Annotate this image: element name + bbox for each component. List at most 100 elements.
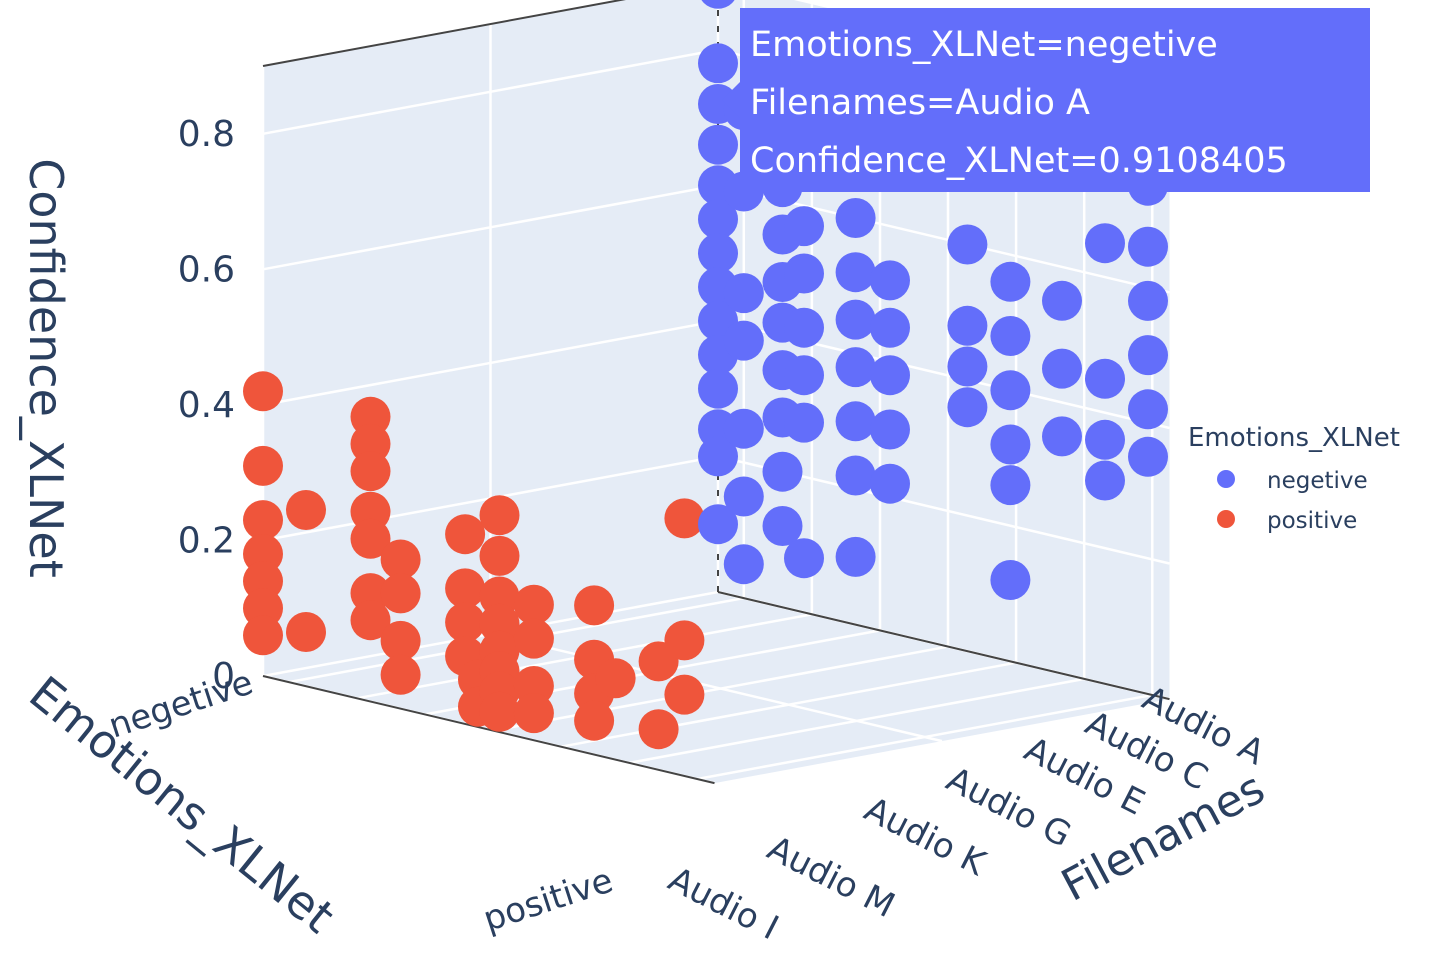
point-negetive-44[interactable]: [835, 401, 876, 442]
point-positive-17[interactable]: [380, 573, 421, 614]
point-positive-34[interactable]: [513, 584, 554, 625]
point-positive-27[interactable]: [479, 535, 520, 576]
point-positive-13[interactable]: [350, 518, 391, 559]
point-negetive-10[interactable]: [698, 368, 738, 409]
legend-label-positive: positive: [1267, 508, 1357, 534]
point-negetive-41[interactable]: [835, 252, 876, 293]
point-negetive-59[interactable]: [990, 370, 1031, 411]
point-negetive-49[interactable]: [870, 355, 910, 396]
z-tick-4: 0.8: [178, 114, 235, 155]
legend-item-positive[interactable]: positive: [1217, 508, 1357, 534]
point-positive-33[interactable]: [479, 691, 520, 732]
point-negetive-69[interactable]: [1085, 460, 1125, 501]
point-negetive-73[interactable]: [1128, 226, 1168, 267]
point-negetive-56[interactable]: [947, 387, 988, 428]
point-negetive-54[interactable]: [947, 305, 988, 346]
point-negetive-17[interactable]: [723, 320, 764, 361]
point-negetive-61[interactable]: [990, 465, 1031, 506]
point-positive-42[interactable]: [595, 658, 636, 699]
point-positive-44[interactable]: [638, 709, 679, 750]
hover-line-emotion: Emotions_XLNet=negetive: [750, 25, 1218, 65]
z-tick-3: 0.6: [178, 249, 235, 290]
point-positive-8[interactable]: [286, 612, 326, 652]
z-tick-1: 0.2: [178, 520, 235, 561]
point-positive-38[interactable]: [574, 585, 615, 626]
point-negetive-74[interactable]: [1128, 280, 1168, 321]
z-tick-0: 0: [212, 656, 235, 697]
point-negetive-76[interactable]: [1128, 389, 1168, 430]
point-negetive-35[interactable]: [784, 307, 824, 348]
point-positive-21[interactable]: [445, 568, 486, 609]
point-negetive-1[interactable]: [698, 43, 738, 84]
point-negetive-45[interactable]: [835, 455, 876, 496]
point-negetive-50[interactable]: [870, 409, 910, 450]
point-negetive-36[interactable]: [784, 355, 824, 396]
point-negetive-66[interactable]: [1085, 223, 1125, 264]
front-left-edge: [262, 675, 715, 785]
point-negetive-77[interactable]: [1128, 436, 1168, 477]
legend-title: Emotions_XLNet: [1188, 423, 1400, 453]
point-negetive-6[interactable]: [698, 233, 738, 274]
point-negetive-62[interactable]: [990, 560, 1031, 600]
point-positive-46[interactable]: [664, 620, 705, 661]
point-negetive-5[interactable]: [698, 199, 738, 240]
point-negetive-47[interactable]: [870, 260, 910, 301]
point-negetive-18[interactable]: [723, 408, 764, 449]
point-negetive-33[interactable]: [784, 206, 824, 247]
point-positive-6[interactable]: [243, 615, 283, 656]
point-positive-37[interactable]: [513, 693, 554, 734]
point-positive-26[interactable]: [479, 495, 520, 536]
point-positive-19[interactable]: [380, 654, 421, 695]
point-negetive-19[interactable]: [723, 476, 764, 517]
point-negetive-60[interactable]: [990, 424, 1031, 465]
point-negetive-51[interactable]: [870, 463, 910, 504]
point-negetive-20[interactable]: [723, 544, 764, 585]
point-negetive-30[interactable]: [762, 506, 803, 546]
point-negetive-63[interactable]: [1042, 280, 1082, 321]
point-negetive-40[interactable]: [835, 198, 876, 238]
point-positive-15[interactable]: [350, 600, 391, 641]
point-negetive-46[interactable]: [835, 536, 876, 577]
point-positive-1[interactable]: [243, 445, 283, 486]
point-negetive-55[interactable]: [947, 346, 988, 387]
point-positive-2[interactable]: [243, 500, 283, 541]
point-positive-45[interactable]: [664, 498, 705, 539]
point-positive-0[interactable]: [243, 371, 283, 412]
point-positive-16[interactable]: [380, 539, 421, 580]
point-positive-18[interactable]: [380, 620, 421, 661]
point-positive-11[interactable]: [350, 451, 391, 492]
point-negetive-43[interactable]: [835, 347, 876, 388]
point-negetive-13[interactable]: [698, 504, 738, 545]
legend-item-negetive[interactable]: negetive: [1217, 468, 1368, 494]
point-negetive-16[interactable]: [723, 273, 764, 314]
point-negetive-34[interactable]: [784, 253, 824, 294]
legend: Emotions_XLNet negetive positive: [1188, 423, 1400, 534]
point-negetive-65[interactable]: [1042, 416, 1082, 457]
y-tick-6: Audio I: [662, 859, 785, 948]
point-negetive-58[interactable]: [990, 316, 1031, 356]
point-negetive-75[interactable]: [1128, 335, 1168, 376]
point-negetive-0[interactable]: [698, 0, 738, 9]
point-negetive-67[interactable]: [1085, 358, 1125, 399]
hover-tooltip-box: [722, 8, 1370, 192]
point-negetive-12[interactable]: [698, 436, 738, 477]
point-negetive-68[interactable]: [1085, 419, 1125, 460]
point-negetive-53[interactable]: [947, 224, 988, 265]
point-positive-41[interactable]: [574, 700, 615, 741]
point-negetive-48[interactable]: [870, 307, 910, 348]
point-negetive-38[interactable]: [784, 538, 824, 579]
point-positive-20[interactable]: [445, 514, 486, 555]
legend-marker-negetive: [1217, 470, 1235, 488]
point-negetive-29[interactable]: [762, 451, 803, 492]
point-negetive-57[interactable]: [990, 261, 1031, 302]
point-positive-47[interactable]: [664, 674, 705, 715]
point-negetive-64[interactable]: [1042, 348, 1082, 389]
point-positive-22[interactable]: [445, 602, 486, 643]
point-negetive-37[interactable]: [784, 402, 824, 443]
point-negetive-3[interactable]: [698, 124, 738, 165]
point-positive-35[interactable]: [513, 618, 554, 659]
point-negetive-42[interactable]: [835, 299, 876, 340]
legend-marker-positive: [1217, 510, 1235, 528]
point-positive-7[interactable]: [286, 490, 326, 530]
